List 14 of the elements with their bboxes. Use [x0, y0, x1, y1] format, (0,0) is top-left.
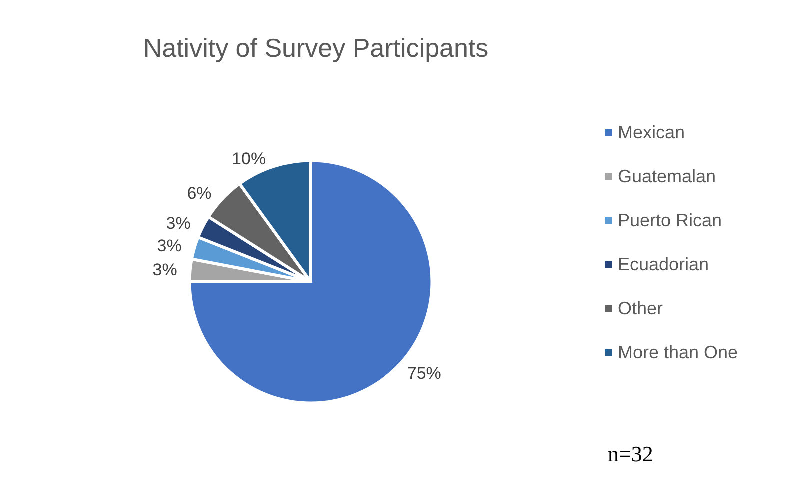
- data-label: 6%: [187, 184, 212, 204]
- chart-title: Nativity of Survey Participants: [143, 33, 489, 63]
- data-label: 3%: [166, 214, 191, 233]
- legend-label: Other: [618, 298, 664, 318]
- legend-label: Mexican: [618, 122, 686, 142]
- data-label: 10%: [232, 150, 266, 169]
- text: n=32: [608, 442, 654, 466]
- data-label: 3%: [152, 260, 178, 280]
- data-label: 3%: [157, 236, 182, 256]
- legend-label: Guatemalan: [618, 166, 716, 186]
- data-label: 75%: [407, 364, 442, 383]
- legend-label: Puerto Rican: [618, 210, 722, 230]
- legend-label: Ecuadorian: [618, 254, 710, 274]
- legend-label: More than One: [618, 342, 738, 362]
